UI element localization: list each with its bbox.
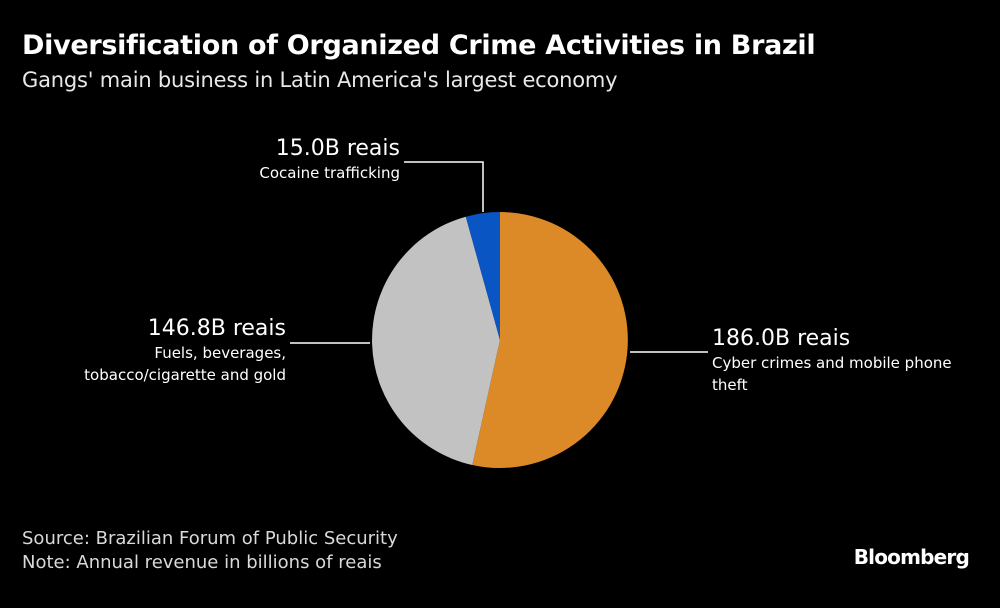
label-fuels: 146.8B reais Fuels, beverages, tobacco/c… <box>84 316 286 386</box>
footnote: Note: Annual revenue in billions of reai… <box>22 552 382 573</box>
label-fuels-category-line1: Fuels, beverages, <box>154 344 286 362</box>
label-cyber: 186.0B reais Cyber crimes and mobile pho… <box>712 326 952 396</box>
label-cyber-value: 186.0B reais <box>712 326 851 351</box>
source-note: Source: Brazilian Forum of Public Securi… <box>22 528 398 549</box>
label-cyber-category-line2: theft <box>712 376 748 394</box>
pie-slice-cyber-crimes <box>472 212 628 468</box>
label-cyber-category-line1: Cyber crimes and mobile phone <box>712 354 952 372</box>
bloomberg-logo: Bloomberg <box>853 545 970 569</box>
label-fuels-value: 146.8B reais <box>147 316 286 341</box>
chart-title: Diversification of Organized Crime Activ… <box>22 30 816 61</box>
label-cocaine-category: Cocaine trafficking <box>259 164 400 182</box>
leader-line-cocaine <box>404 161 484 212</box>
label-fuels-category-line2: tobacco/cigarette and gold <box>84 366 286 384</box>
label-cocaine-value: 15.0B reais <box>275 136 400 161</box>
footer: Source: Brazilian Forum of Public Securi… <box>22 527 398 575</box>
pie-slice-fuels <box>372 216 500 465</box>
label-cocaine: 15.0B reais Cocaine trafficking <box>259 136 400 184</box>
pie-slice-cocaine <box>465 212 500 340</box>
chart-subtitle: Gangs' main business in Latin America's … <box>22 68 618 92</box>
